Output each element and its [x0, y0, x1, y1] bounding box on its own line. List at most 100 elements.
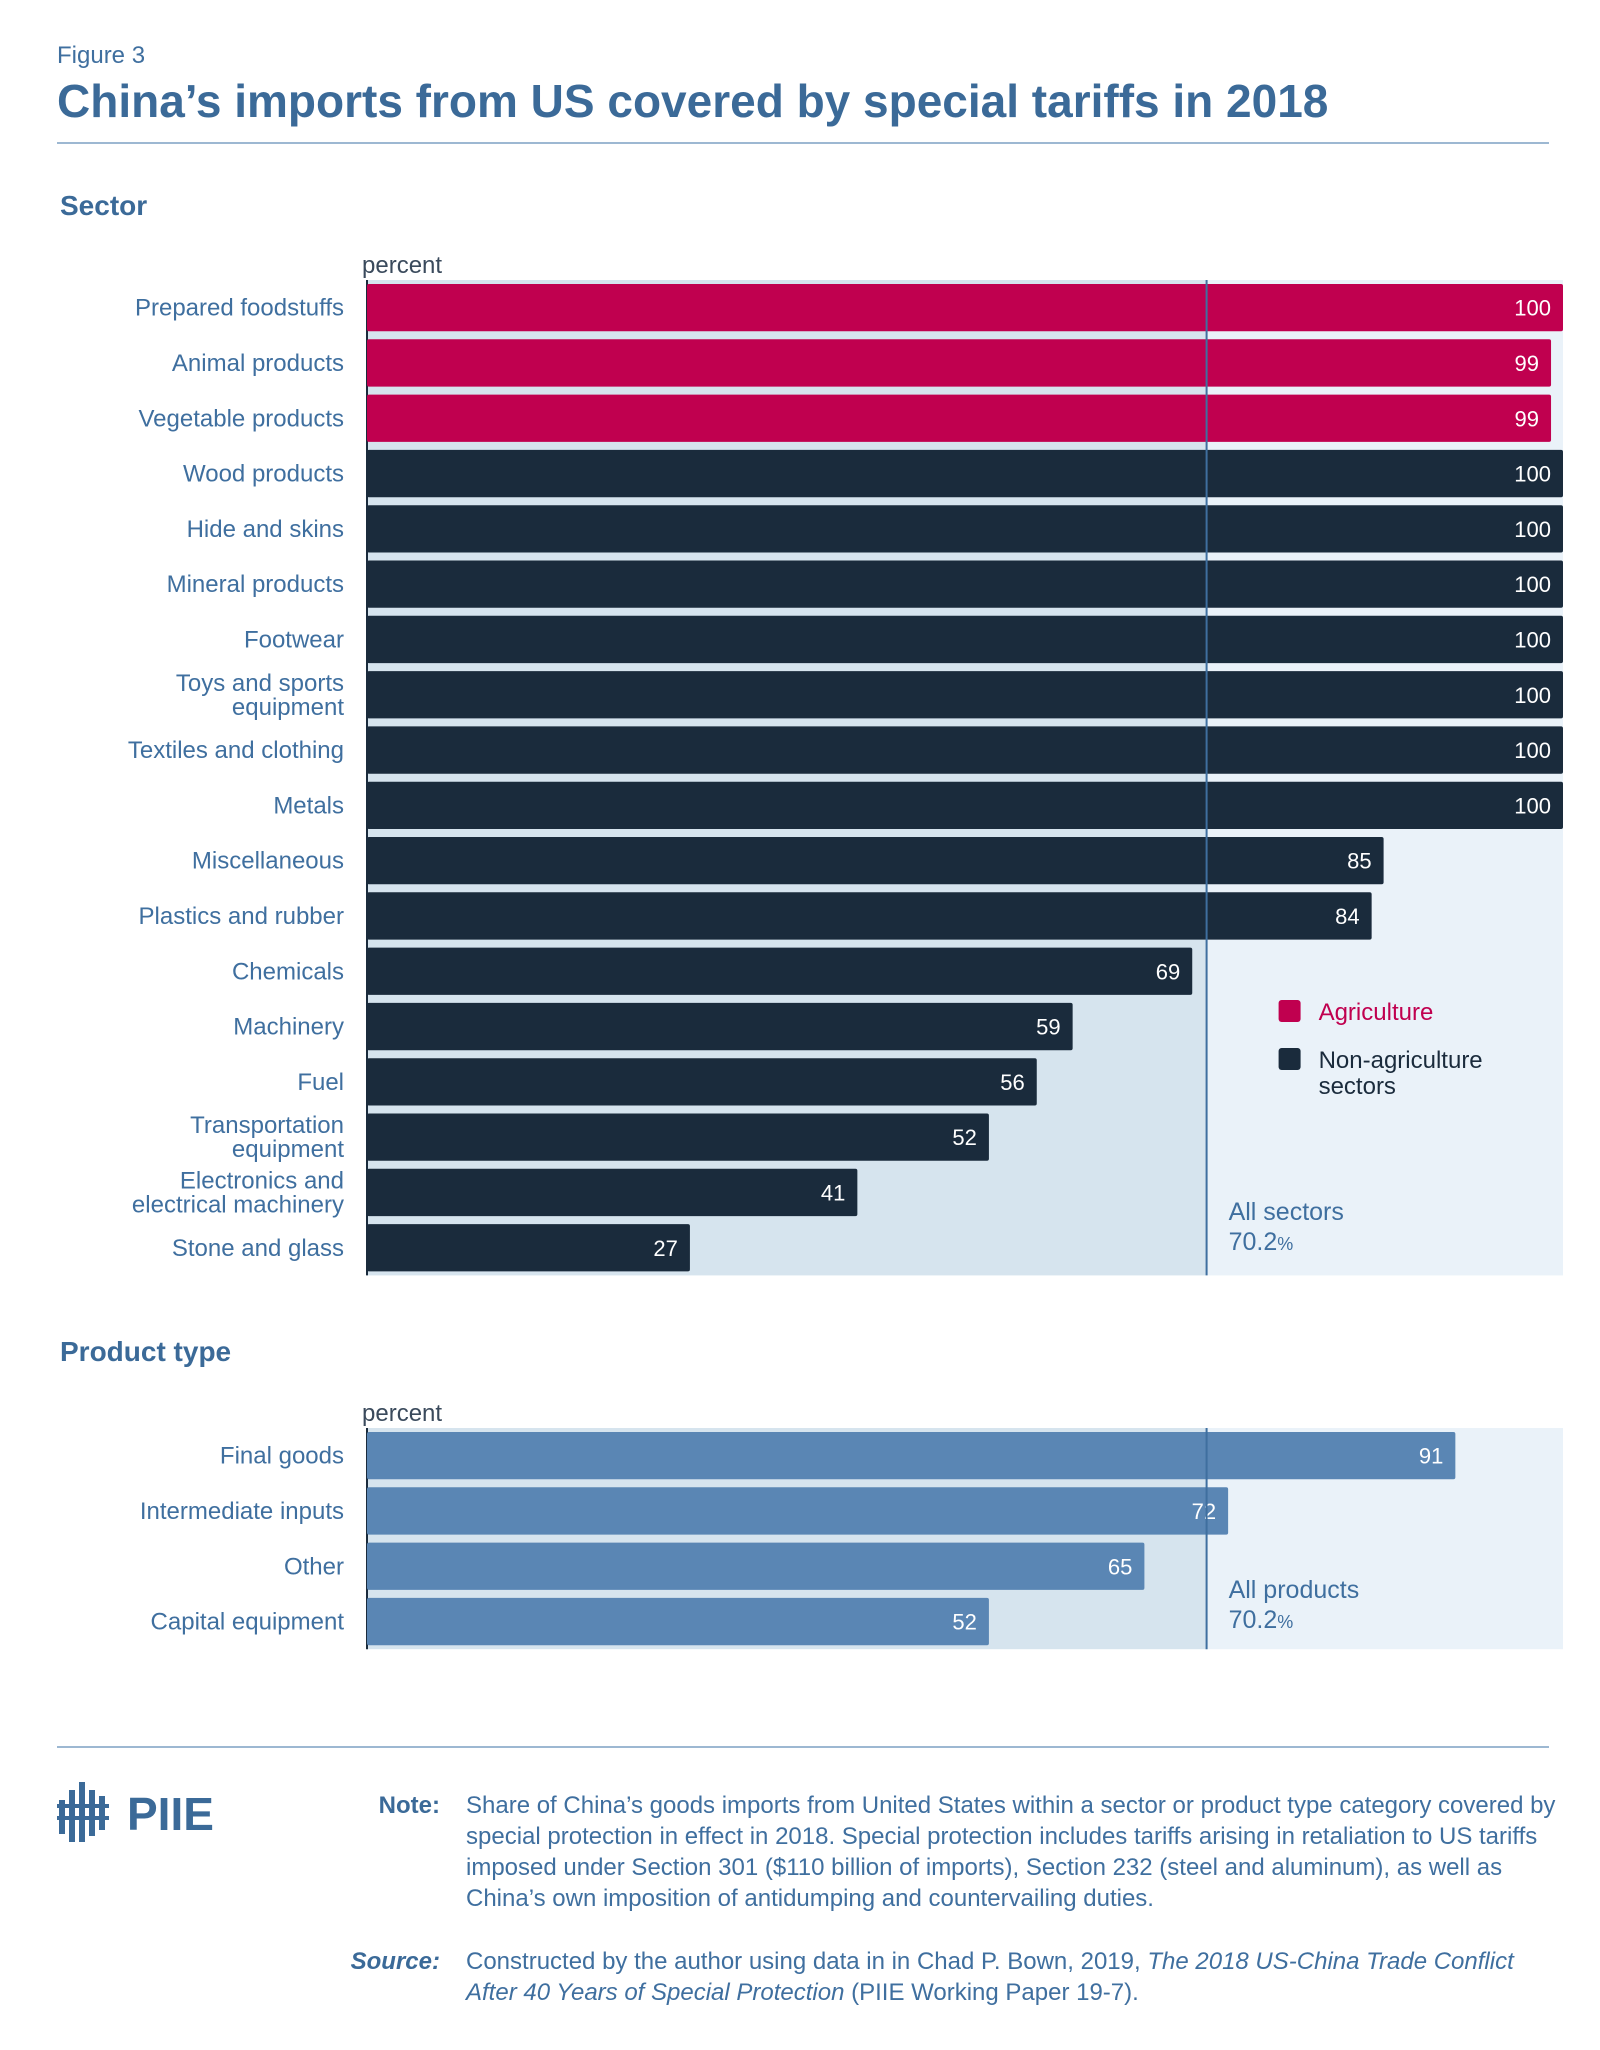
- value-label-toys-and-sports-equipment: 100: [1514, 683, 1551, 708]
- bar-metals: [367, 781, 1563, 829]
- average-value-number: 70.2: [1229, 1228, 1278, 1256]
- bar-wood-products: [367, 449, 1563, 498]
- value-label-plastics-and-rubber: 84: [1335, 904, 1359, 929]
- value-label-metals: 100: [1514, 793, 1551, 818]
- value-label-capital-equipment: 52: [952, 1610, 976, 1635]
- value-label-animal-products: 99: [1515, 351, 1539, 376]
- source-label: Source:: [350, 1948, 440, 1975]
- category-label-chemicals: Chemicals: [232, 958, 344, 985]
- category-label-hide-and-skins: Hide and skins: [187, 516, 344, 543]
- average-value-unit: %: [1277, 1612, 1293, 1632]
- average-value-number: 70.2: [1229, 1606, 1278, 1634]
- value-label-mineral-products: 100: [1514, 572, 1551, 597]
- chart-title: China’s imports from US covered by speci…: [57, 75, 1329, 127]
- category-label-electronics-and-electrical-machinery-line2: electrical machinery: [132, 1191, 344, 1218]
- value-label-electronics-and-electrical-machinery: 41: [821, 1180, 845, 1205]
- above-average-panel: [1206, 280, 1563, 1276]
- value-label-prepared-foodstuffs: 100: [1514, 296, 1551, 321]
- sector-unit-label: percent: [362, 252, 443, 279]
- footer-divider: [57, 1746, 1549, 1748]
- legend-swatch-non-agriculture-sectors: [1278, 1048, 1301, 1070]
- category-label-other: Other: [284, 1553, 344, 1580]
- value-label-final-goods: 91: [1419, 1444, 1443, 1469]
- category-label-toys-and-sports-equipment-line1: Toys and sports: [176, 670, 344, 697]
- note-text: Share of China’s goods imports from Unit…: [466, 1792, 1556, 1912]
- figure-label: Figure 3: [57, 42, 146, 69]
- bar-stone-and-glass: [367, 1224, 690, 1272]
- category-label-mineral-products: Mineral products: [167, 571, 344, 598]
- bar-intermediate-inputs: [367, 1487, 1229, 1535]
- bar-other: [367, 1542, 1145, 1590]
- bar-transportation-equipment: [367, 1113, 989, 1161]
- source-text-after: (PIIE Working Paper 19-7).: [844, 1979, 1139, 2006]
- category-label-machinery: Machinery: [233, 1014, 344, 1041]
- bar-animal-products: [367, 339, 1552, 387]
- bar-chemicals: [367, 947, 1193, 995]
- bar-hide-and-skins: [367, 505, 1563, 553]
- category-label-vegetable-products: Vegetable products: [139, 405, 345, 432]
- bar-miscellaneous: [367, 837, 1384, 885]
- value-label-chemicals: 69: [1156, 959, 1180, 984]
- average-label: All sectors: [1229, 1198, 1344, 1226]
- bar-mineral-products: [367, 560, 1563, 608]
- bar-textiles-and-clothing: [367, 726, 1563, 774]
- bar-machinery: [367, 1002, 1073, 1051]
- product-section-title: Product type: [60, 1336, 232, 1367]
- average-value: 70.2%: [1229, 1228, 1294, 1256]
- bar-fuel: [367, 1058, 1037, 1106]
- value-label-other: 65: [1108, 1554, 1132, 1579]
- note-label: Note:: [378, 1792, 440, 1819]
- value-label-machinery: 59: [1036, 1015, 1060, 1040]
- average-value: 70.2%: [1229, 1606, 1294, 1634]
- category-label-final-goods: Final goods: [220, 1443, 344, 1470]
- value-label-miscellaneous: 85: [1347, 849, 1371, 874]
- product-bar-chart: 91 Final goods 72 Intermediate inputs 65 Othe…: [140, 1428, 1563, 1650]
- value-label-hide-and-skins: 100: [1514, 517, 1551, 542]
- category-label-footwear: Footwear: [244, 626, 344, 653]
- category-label-transportation-equipment-line2: equipment: [232, 1136, 344, 1163]
- source-text-before: Constructed by the author using data in …: [466, 1948, 1148, 1975]
- bar-prepared-foodstuffs: [367, 284, 1563, 332]
- value-label-footwear: 100: [1514, 627, 1551, 652]
- source-title-italic: The 2018 US-China Trade Conflict After 4…: [466, 1948, 1514, 2006]
- category-label-stone-and-glass: Stone and glass: [172, 1235, 344, 1262]
- bar-footwear: [367, 615, 1563, 664]
- piie-logo: PIIE: [57, 1778, 237, 1850]
- bar-toys-and-sports-equipment: [367, 671, 1563, 719]
- category-label-metals: Metals: [273, 792, 344, 819]
- category-label-electronics-and-electrical-machinery-line1: Electronics and: [180, 1167, 344, 1194]
- value-label-wood-products: 100: [1514, 462, 1551, 487]
- average-value-unit: %: [1277, 1234, 1293, 1254]
- sector-bar-chart: 100 Prepared foodstuffs 99 Animal products 9…: [128, 280, 1563, 1276]
- value-label-vegetable-products: 99: [1515, 406, 1539, 431]
- bar-capital-equipment: [367, 1597, 989, 1646]
- category-label-textiles-and-clothing: Textiles and clothing: [128, 737, 344, 764]
- category-label-miscellaneous: Miscellaneous: [192, 848, 344, 875]
- average-label: All products: [1229, 1576, 1360, 1604]
- below-average-panel: [367, 280, 1207, 1276]
- value-label-stone-and-glass: 27: [653, 1236, 677, 1261]
- bar-vegetable-products: [367, 394, 1552, 442]
- logo-text: PIIE: [127, 1788, 214, 1840]
- category-label-capital-equipment: Capital equipment: [151, 1609, 345, 1636]
- value-label-intermediate-inputs: 72: [1192, 1499, 1216, 1524]
- category-label-intermediate-inputs: Intermediate inputs: [140, 1498, 344, 1525]
- legend-label-non-agriculture-sectors-line2: sectors: [1319, 1073, 1396, 1100]
- value-label-transportation-equipment: 52: [952, 1125, 976, 1150]
- category-label-fuel: Fuel: [297, 1069, 344, 1096]
- legend-label-non-agriculture-sectors-line1: Non-agriculture: [1319, 1047, 1483, 1074]
- bar-final-goods: [367, 1432, 1456, 1480]
- sector-section-title: Sector: [60, 190, 148, 221]
- source-text: Constructed by the author using data in …: [466, 1946, 1556, 2008]
- legend-swatch-agriculture: [1278, 1000, 1301, 1022]
- category-label-plastics-and-rubber: Plastics and rubber: [139, 903, 344, 930]
- category-label-transportation-equipment-line1: Transportation: [190, 1112, 344, 1139]
- category-label-prepared-foodstuffs: Prepared foodstuffs: [135, 295, 344, 322]
- legend-label-agriculture: Agriculture: [1319, 999, 1434, 1026]
- title-divider: [57, 142, 1549, 144]
- category-label-toys-and-sports-equipment-line2: equipment: [232, 694, 344, 721]
- piie-logo-mark: PIIE: [57, 1782, 214, 1842]
- bar-electronics-and-electrical-machinery: [367, 1168, 858, 1217]
- category-label-animal-products: Animal products: [172, 350, 344, 377]
- product-unit-label: percent: [362, 1400, 443, 1427]
